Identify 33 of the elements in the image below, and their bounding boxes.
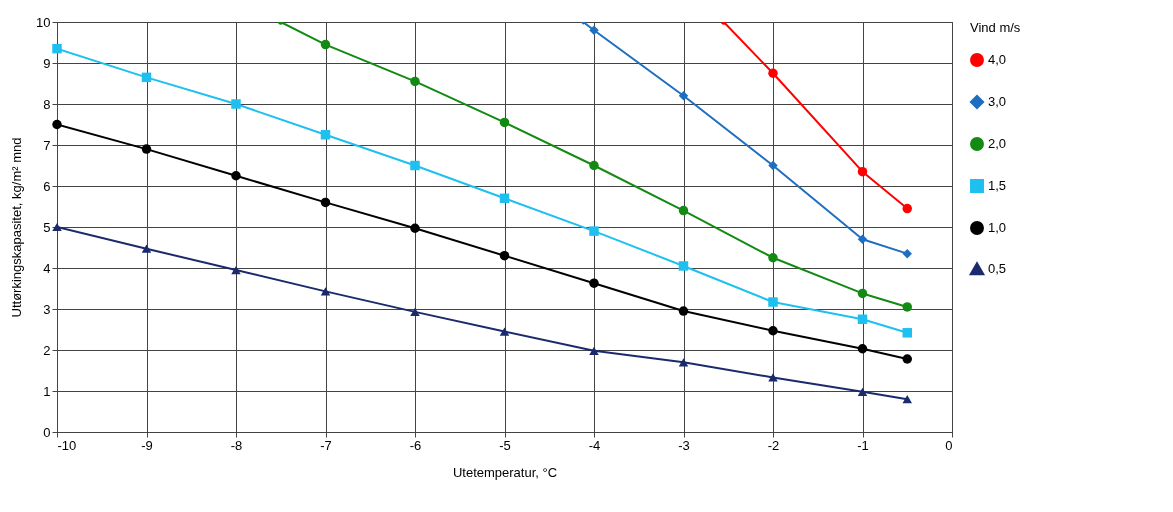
x-tick-label: -3 xyxy=(678,437,690,453)
point xyxy=(52,43,62,54)
y-axis-title: Uttørkingskapasitet, kg/m² mnd xyxy=(9,137,25,318)
y-tick-label: 7 xyxy=(43,137,51,153)
y-tick-label: 8 xyxy=(43,96,51,112)
y-tick-label: 5 xyxy=(43,219,51,235)
x-tick-label: -5 xyxy=(499,437,511,453)
legend-label: 1,0 xyxy=(988,220,1007,235)
x-tick-label: -2 xyxy=(767,437,780,453)
legend-label: 3,0 xyxy=(988,94,1007,109)
x-tick-label: -9 xyxy=(141,437,153,453)
x-axis-title: Utetemperatur, °C xyxy=(452,464,558,480)
x-tick-label: -1 xyxy=(857,437,869,453)
y-tick-label: 4 xyxy=(43,260,51,276)
y-tick-label: 2 xyxy=(43,342,51,358)
y-tick-label: 10 xyxy=(36,14,51,30)
y-tick-label: 1 xyxy=(43,383,51,399)
legend-label: 0,5 xyxy=(988,261,1007,276)
x-tick-label: -4 xyxy=(588,437,601,453)
x-tick-label: 0 xyxy=(945,437,953,453)
legend-label: 4,0 xyxy=(988,52,1007,67)
y-tick-label: 9 xyxy=(43,55,51,71)
y-tick-label: 0 xyxy=(43,424,51,440)
y-tick-label: 3 xyxy=(43,301,51,317)
legend-title: Vind m/s xyxy=(970,20,1021,35)
x-tick-label: -8 xyxy=(230,437,243,453)
point xyxy=(52,119,62,130)
x-tick-label: -10 xyxy=(57,437,77,453)
x-tick-label: -7 xyxy=(320,437,332,453)
legend-label: 1,5 xyxy=(988,178,1007,193)
x-tick-label: -6 xyxy=(409,437,422,453)
y-tick-label: 6 xyxy=(43,178,51,194)
legend-label: 2,0 xyxy=(988,136,1007,151)
